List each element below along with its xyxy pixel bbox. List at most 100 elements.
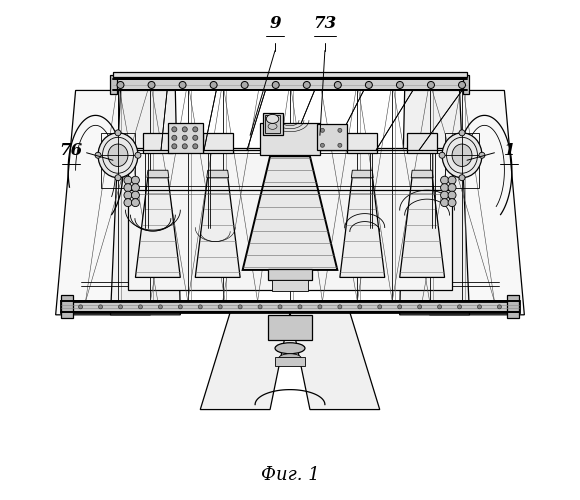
Ellipse shape xyxy=(108,144,128,167)
Ellipse shape xyxy=(124,198,132,206)
Ellipse shape xyxy=(437,305,441,309)
Text: 9: 9 xyxy=(269,14,281,32)
Text: 1: 1 xyxy=(503,142,515,159)
Polygon shape xyxy=(136,176,180,278)
Ellipse shape xyxy=(459,130,465,136)
Ellipse shape xyxy=(398,305,402,309)
Ellipse shape xyxy=(78,305,82,309)
Bar xyxy=(267,315,313,340)
Ellipse shape xyxy=(303,82,310,88)
Bar xyxy=(267,269,313,280)
Polygon shape xyxy=(206,170,229,177)
Bar xyxy=(265,116,280,133)
Ellipse shape xyxy=(182,127,187,132)
Ellipse shape xyxy=(338,144,342,148)
Polygon shape xyxy=(351,170,374,177)
Bar xyxy=(61,302,519,312)
Ellipse shape xyxy=(172,136,177,140)
Ellipse shape xyxy=(439,152,445,158)
Ellipse shape xyxy=(210,82,217,88)
Ellipse shape xyxy=(441,176,448,184)
Polygon shape xyxy=(195,176,240,278)
Polygon shape xyxy=(242,156,338,270)
Ellipse shape xyxy=(241,82,248,88)
Ellipse shape xyxy=(182,136,187,140)
Bar xyxy=(275,357,305,366)
Ellipse shape xyxy=(132,184,139,192)
Bar xyxy=(113,80,467,90)
Ellipse shape xyxy=(479,152,485,158)
Ellipse shape xyxy=(441,184,448,192)
Polygon shape xyxy=(111,90,180,315)
Polygon shape xyxy=(400,90,469,315)
Ellipse shape xyxy=(132,176,139,184)
Ellipse shape xyxy=(99,305,103,309)
Ellipse shape xyxy=(148,82,155,88)
Ellipse shape xyxy=(279,354,301,362)
Polygon shape xyxy=(400,176,444,278)
Ellipse shape xyxy=(365,82,372,88)
Ellipse shape xyxy=(477,305,481,309)
Bar xyxy=(143,133,173,153)
Bar xyxy=(61,296,73,318)
Ellipse shape xyxy=(98,133,138,178)
Ellipse shape xyxy=(448,191,456,199)
Ellipse shape xyxy=(238,305,242,309)
Ellipse shape xyxy=(320,128,324,132)
Ellipse shape xyxy=(338,128,342,132)
Ellipse shape xyxy=(318,305,322,309)
Ellipse shape xyxy=(178,305,182,309)
Ellipse shape xyxy=(193,127,198,132)
Polygon shape xyxy=(290,312,380,410)
Ellipse shape xyxy=(179,82,186,88)
Ellipse shape xyxy=(124,176,132,184)
Ellipse shape xyxy=(198,305,202,309)
Ellipse shape xyxy=(172,127,177,132)
Ellipse shape xyxy=(448,198,456,206)
Polygon shape xyxy=(411,170,433,177)
Ellipse shape xyxy=(320,144,324,148)
Ellipse shape xyxy=(498,305,502,309)
Ellipse shape xyxy=(459,174,465,180)
Ellipse shape xyxy=(135,152,141,158)
Ellipse shape xyxy=(182,144,187,149)
Text: 76: 76 xyxy=(59,142,82,159)
Ellipse shape xyxy=(132,198,139,206)
Bar xyxy=(111,76,118,94)
Ellipse shape xyxy=(132,191,139,199)
Ellipse shape xyxy=(459,82,466,88)
Ellipse shape xyxy=(139,305,143,309)
Ellipse shape xyxy=(275,342,305,353)
Ellipse shape xyxy=(193,136,198,140)
Ellipse shape xyxy=(378,305,382,309)
Bar xyxy=(271,280,309,291)
Ellipse shape xyxy=(418,305,422,309)
Ellipse shape xyxy=(158,305,162,309)
Polygon shape xyxy=(147,170,169,177)
Polygon shape xyxy=(340,176,385,278)
Ellipse shape xyxy=(442,133,482,178)
Bar xyxy=(263,113,282,136)
Ellipse shape xyxy=(258,305,262,309)
Bar xyxy=(203,133,233,153)
Ellipse shape xyxy=(452,144,472,167)
Bar xyxy=(407,133,437,153)
Ellipse shape xyxy=(118,305,122,309)
Bar xyxy=(168,123,203,153)
Ellipse shape xyxy=(338,305,342,309)
Ellipse shape xyxy=(172,144,177,149)
Bar xyxy=(507,296,519,318)
Ellipse shape xyxy=(124,191,132,199)
Ellipse shape xyxy=(448,184,456,192)
Bar xyxy=(128,148,452,290)
Ellipse shape xyxy=(427,82,434,88)
Ellipse shape xyxy=(266,114,279,124)
Text: Фиг. 1: Фиг. 1 xyxy=(260,466,320,484)
Polygon shape xyxy=(200,312,290,410)
Bar xyxy=(317,124,347,150)
Ellipse shape xyxy=(117,82,124,88)
Ellipse shape xyxy=(448,176,456,184)
Ellipse shape xyxy=(124,184,132,192)
Bar xyxy=(100,133,136,188)
Ellipse shape xyxy=(115,174,121,180)
